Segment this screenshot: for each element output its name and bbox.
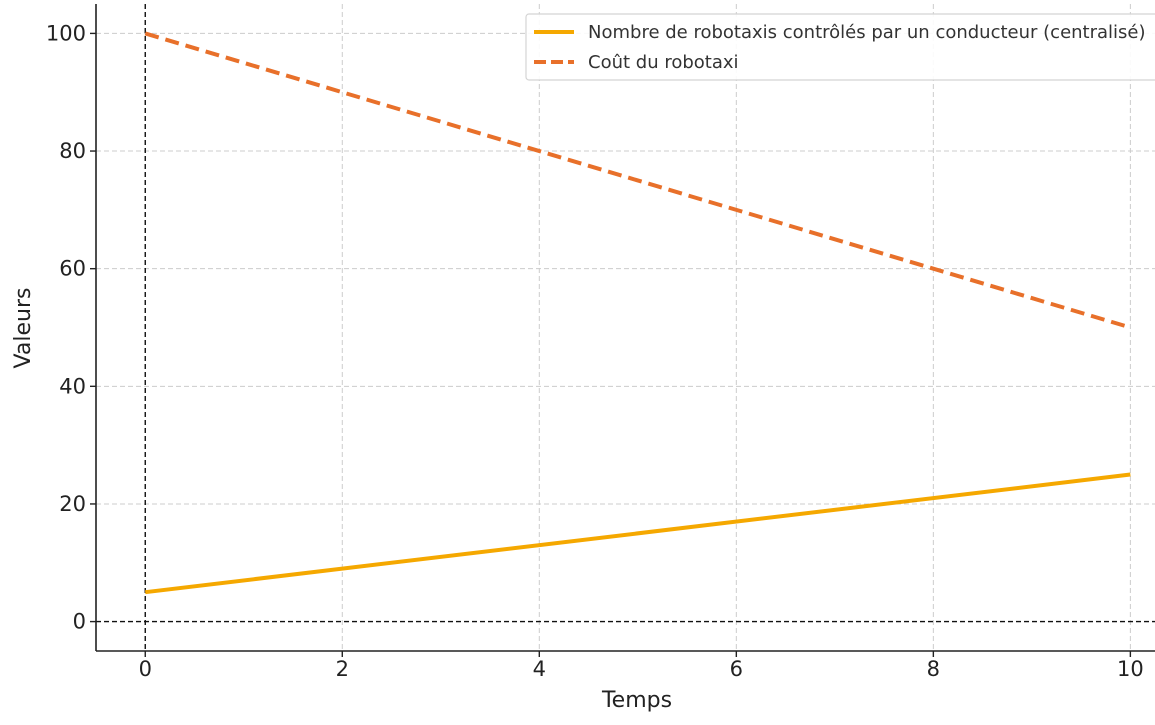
y-tick-label: 40 — [59, 374, 86, 398]
y-tick-label: 20 — [59, 492, 86, 516]
series-layer — [144, 31, 1131, 595]
x-tick-label: 2 — [336, 657, 349, 681]
grid — [96, 4, 1155, 651]
x-tick-label: 8 — [927, 657, 940, 681]
axes — [90, 4, 1155, 657]
legend: Nombre de robotaxis contrôlés par un con… — [525, 13, 1155, 81]
x-tick-label: 6 — [730, 657, 743, 681]
x-tick-label: 0 — [139, 657, 152, 681]
legend-label-1: Nombre de robotaxis contrôlés par un con… — [588, 22, 1146, 43]
series-line-2 — [144, 31, 1131, 330]
legend-label-2: Coût du robotaxi — [588, 52, 739, 73]
y-tick-label: 100 — [46, 21, 86, 45]
series-line-1 — [145, 472, 1131, 595]
x-axis-title: Temps — [601, 688, 672, 713]
y-axis-title: Valeurs — [11, 288, 36, 369]
y-tick-label: 80 — [59, 139, 86, 163]
legend-box — [525, 13, 1155, 81]
y-tick-label: 0 — [73, 610, 86, 634]
x-tick-label: 10 — [1117, 657, 1144, 681]
y-tick-label: 60 — [59, 257, 86, 281]
reference-lines — [96, 4, 1155, 651]
x-tick-label: 4 — [533, 657, 546, 681]
